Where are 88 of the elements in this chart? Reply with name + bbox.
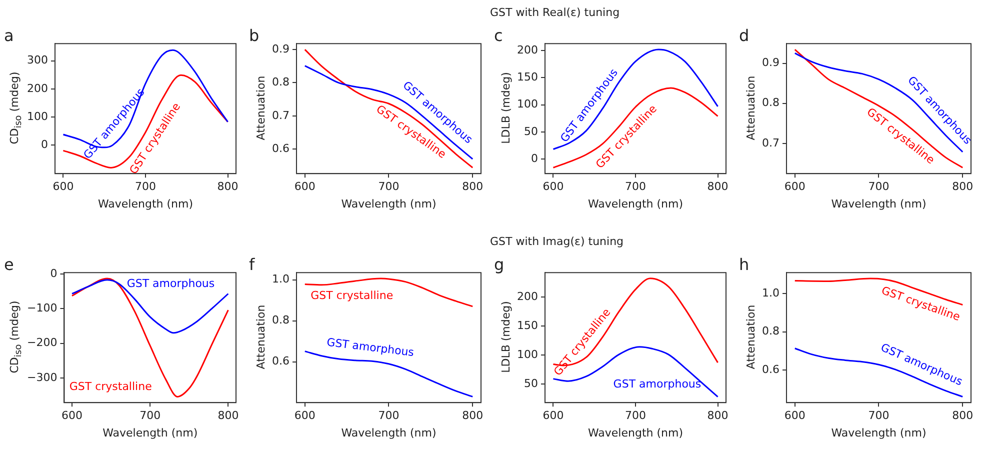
y-tick-label: 200: [26, 82, 48, 95]
x-axis-title: Wavelength (nm): [341, 197, 436, 210]
y-tick-label: 300: [26, 54, 48, 67]
chart-title: GST with Imag(ε) tuning: [490, 234, 624, 250]
line-series: [304, 48, 474, 168]
series-label: GST crystalline: [69, 380, 152, 393]
x-tick-label: 700: [625, 180, 646, 194]
text: a: [4, 26, 14, 45]
x-axis-title: Wavelength (nm): [831, 426, 926, 440]
y-tick-label: 0.8: [762, 96, 780, 110]
y-tick-label: 0: [40, 138, 48, 152]
y-axis-title: Attenuation: [254, 76, 268, 140]
y-tick-label: 0.8: [272, 76, 290, 89]
y-tick-label: 1.0: [762, 286, 780, 300]
y-axis-title: Attenuation: [744, 304, 758, 370]
x-tick-label: 800: [952, 180, 974, 194]
line-series: [304, 278, 474, 308]
text: e: [4, 255, 14, 274]
y-tick-label: 0.8: [762, 324, 780, 338]
y-tick-label: 0.6: [762, 362, 780, 376]
x-tick-label: 800: [217, 180, 238, 194]
y-axis-title: LDLB (mdeg): [500, 301, 512, 373]
y-tick-label: 0: [530, 152, 538, 165]
chart-title: GST with Real(ε) tuning: [490, 5, 620, 21]
y-tick-label: 150: [516, 318, 538, 332]
x-tick-label: 600: [542, 409, 564, 422]
y-tick-label: 0.9: [762, 56, 780, 70]
text: c: [494, 26, 503, 45]
x-tick-label: 800: [707, 180, 728, 194]
x-tick-label: 800: [952, 409, 974, 422]
line-series: [304, 65, 474, 160]
x-tick-label: 700: [140, 409, 161, 422]
y-tick-label: 0.6: [272, 142, 290, 155]
text: b: [249, 26, 260, 45]
y-tick-label: 0.7: [272, 108, 290, 122]
x-tick-label: 700: [378, 180, 400, 194]
x-tick-label: 700: [625, 409, 646, 422]
line-series: [71, 278, 229, 398]
text: d: [739, 26, 750, 45]
y-tick-label: 50: [524, 376, 538, 390]
x-tick-label: 600: [294, 180, 316, 194]
x-tick-label: 600: [52, 180, 74, 194]
x-axis-title: Wavelength (nm): [831, 197, 926, 210]
y-tick-label: 100: [516, 98, 538, 111]
x-tick-label: 600: [294, 409, 316, 422]
x-tick-label: 700: [135, 180, 156, 194]
y-tick-label: 50: [524, 124, 538, 138]
y-tick-label: 0.9: [272, 42, 290, 56]
y-tick-label: −100: [26, 302, 58, 315]
y-tick-label: 1.0: [272, 272, 290, 286]
x-axis-title: Wavelength (nm): [98, 197, 194, 210]
series-label: GST amorphous: [613, 377, 702, 390]
y-axis-title: LDLB (mdeg): [500, 72, 512, 144]
x-axis-title: Wavelength (nm): [341, 426, 436, 440]
x-tick-label: 800: [707, 409, 728, 422]
x-tick-label: 600: [784, 180, 806, 194]
x-tick-label: 700: [378, 409, 400, 422]
y-axis-title: Attenuation: [254, 304, 268, 370]
series-label: GST amorphous: [126, 277, 215, 290]
y-tick-label: 150: [516, 70, 538, 84]
y-tick-label: −300: [26, 370, 58, 384]
x-tick-label: 600: [62, 409, 83, 422]
text: g: [494, 255, 504, 274]
x-tick-label: 800: [462, 180, 484, 194]
y-tick-label: 200: [516, 290, 538, 303]
x-axis-title: Wavelength (nm): [588, 197, 684, 210]
x-axis-title: Wavelength (nm): [102, 426, 198, 440]
y-axis-title: Attenuation: [744, 76, 758, 140]
y-tick-label: 0.7: [762, 136, 780, 150]
y-tick-label: −200: [26, 336, 58, 350]
x-tick-label: 700: [868, 180, 890, 194]
line-series: [71, 279, 229, 334]
x-tick-label: 600: [784, 409, 806, 422]
x-axis-title: Wavelength (nm): [588, 426, 684, 440]
text: GST amorphous: [326, 336, 415, 360]
y-tick-label: 100: [516, 348, 538, 361]
x-tick-label: 700: [868, 409, 890, 422]
x-tick-label: 800: [462, 409, 484, 422]
x-tick-label: 600: [542, 180, 564, 194]
y-tick-label: 200: [516, 44, 538, 56]
series-label: GST crystalline: [310, 288, 394, 302]
y-tick-label: 0.6: [272, 354, 290, 368]
y-tick-label: 0: [50, 266, 58, 280]
text: h: [739, 255, 750, 274]
x-tick-label: 800: [218, 409, 239, 422]
y-tick-label: 100: [26, 110, 48, 123]
y-tick-label: 0.8: [272, 314, 290, 327]
text: f: [249, 255, 255, 274]
